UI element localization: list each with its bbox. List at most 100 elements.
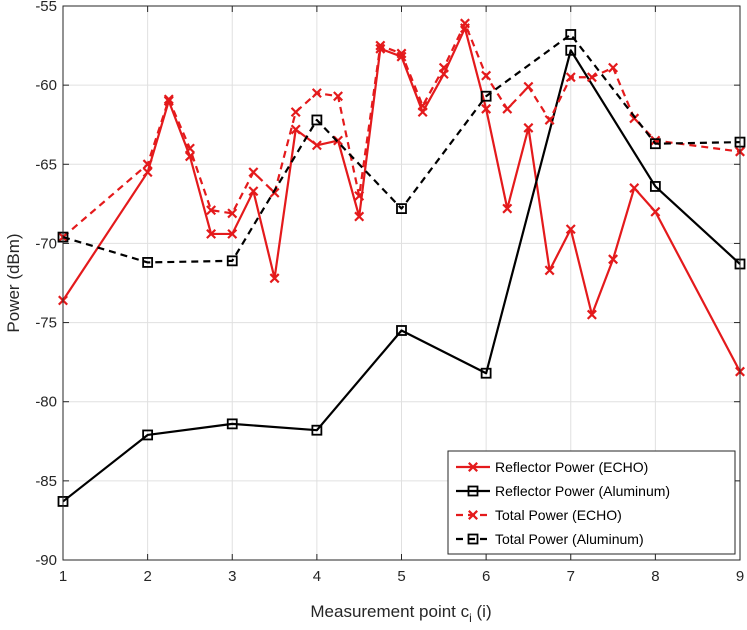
x-tick-label-7: 8: [651, 568, 659, 585]
series-2-point-5-stroke-b: [227, 208, 238, 219]
series-2-point-13-stroke-b: [396, 48, 407, 59]
series-2-point-16: [459, 18, 470, 29]
series-0-point-11: [354, 211, 365, 222]
series-1-point-3: [311, 424, 323, 436]
y-tick-label-1: -85: [35, 473, 57, 490]
axis-ticks: 1 2 3 4 5 6 7 8 9 -90 -85 -80 -75 -70 -65 -60 -55: [35, 0, 744, 585]
legend-entry-0: Reflector Power (ECHO): [456, 459, 648, 475]
series-2-point-7-stroke-b: [269, 187, 280, 198]
series-2-point-20: [544, 114, 555, 125]
series-0-point-13: [396, 51, 407, 62]
series-2-point-23: [608, 62, 619, 73]
series-0-point-7-stroke-b: [269, 273, 280, 284]
legend-label-1: Reflector Power (Aluminum): [495, 483, 670, 499]
series-0-point-23-stroke-b: [608, 254, 619, 265]
series-2-point-21: [565, 72, 576, 83]
legend-entry-3: Total Power (Aluminum): [456, 531, 644, 547]
series-2-point-9: [311, 88, 322, 99]
series-0-point-5: [227, 228, 238, 239]
series-2-point-17-stroke-b: [481, 70, 492, 81]
series-3-point-2: [226, 255, 238, 267]
series-2-point-24: [629, 113, 640, 124]
series-2-point-8-stroke-b: [290, 107, 301, 118]
series-0-point-22: [586, 309, 597, 320]
series-2-point-16-stroke-b: [459, 18, 470, 29]
series-3-point-7: [649, 138, 661, 150]
series-2: [58, 18, 745, 243]
series-2-point-5: [227, 208, 238, 219]
series-2-point-4: [206, 205, 217, 216]
series-3-point-4: [396, 203, 407, 215]
series-0-point-25: [650, 206, 661, 217]
legend-marker-2-stroke-b: [468, 510, 478, 520]
x-tick-label-0: 1: [59, 568, 67, 585]
series-3: [57, 29, 746, 268]
series-2-point-23-stroke-b: [608, 62, 619, 73]
series-0-point-19: [523, 122, 534, 133]
series-2-point-22-stroke-b: [586, 72, 597, 83]
y-tick-label-0: -90: [35, 552, 57, 569]
y-tick-label-3: -75: [35, 315, 57, 332]
series-0-point-13-stroke-b: [396, 51, 407, 62]
series-2-point-20-stroke-b: [544, 114, 555, 125]
x-axis-label-tail: (i): [472, 602, 492, 621]
legend-label-0: Reflector Power (ECHO): [495, 459, 648, 475]
legend-marker-2: [468, 510, 478, 520]
y-axis-label: Power (dBm): [4, 233, 23, 332]
series-3-point-6: [565, 29, 577, 40]
series-0-point-17-stroke-b: [481, 103, 492, 114]
legend-marker-0-stroke-b: [468, 462, 478, 472]
series-2-point-18-stroke-b: [502, 103, 513, 114]
series-2-point-12-stroke-b: [375, 40, 386, 51]
series-2-point-25-stroke-b: [650, 135, 661, 146]
series-0-point-9-stroke-b: [311, 140, 322, 151]
series-0-point-4: [206, 228, 217, 239]
series-2-point-2-stroke-b: [163, 94, 174, 105]
series-2-point-1: [142, 159, 153, 170]
series-2-point-11-stroke-b: [354, 190, 365, 201]
series-0-point-11-stroke-b: [354, 211, 365, 222]
y-tick-label-4: -70: [35, 235, 57, 252]
series-0-point-8: [290, 124, 301, 135]
series-0-point-20-stroke-b: [544, 265, 555, 276]
x-axis-label-subscript: i: [469, 611, 472, 625]
series-0-point-9: [311, 140, 322, 151]
series-0-point-1: [142, 167, 153, 178]
series-0-point-3-stroke-b: [184, 151, 195, 162]
series-group: [57, 18, 746, 507]
series-2-point-19-stroke-b: [523, 81, 534, 92]
x-tick-label-4: 5: [397, 568, 405, 585]
series-0-point-6-stroke-b: [248, 186, 259, 197]
series-3-point-5: [480, 90, 492, 102]
series-2-point-2: [163, 94, 174, 105]
series-3-point-1: [142, 257, 154, 268]
legend: Reflector Power (ECHO) Reflector Power (A…: [447, 450, 736, 555]
legend-box: [447, 450, 736, 555]
series-0-point-21-stroke-b: [565, 224, 576, 235]
series-2-point-14: [417, 100, 428, 111]
legend-entry-2: Total Power (ECHO): [456, 507, 622, 523]
series-2-point-13: [396, 48, 407, 59]
series-1-point-4: [396, 325, 407, 336]
series-0-point-7: [269, 273, 280, 284]
series-0-point-18-stroke-b: [502, 203, 513, 214]
x-tick-label-8: 9: [736, 568, 744, 585]
series-0-point-20: [544, 265, 555, 276]
series-0-point-18: [502, 203, 513, 214]
series-0-point-19-stroke-b: [523, 122, 534, 133]
series-2-point-3-stroke-b: [184, 143, 195, 154]
series-1-point-6: [565, 44, 577, 56]
x-tick-label-6: 7: [567, 568, 575, 585]
series-2-point-3: [184, 143, 195, 154]
series-2-point-22: [586, 72, 597, 83]
x-axis-label: Measurement point ci (i): [310, 602, 491, 625]
legend-marker-3: [467, 533, 479, 545]
series-2-point-1-stroke-b: [142, 159, 153, 170]
y-tick-label-2: -80: [35, 394, 57, 411]
series-2-point-11: [354, 190, 365, 201]
series-2-point-17: [481, 70, 492, 81]
legend-entry-1: Reflector Power (Aluminum): [456, 483, 670, 499]
legend-marker-1: [467, 485, 479, 497]
series-0-point-23: [608, 254, 619, 265]
